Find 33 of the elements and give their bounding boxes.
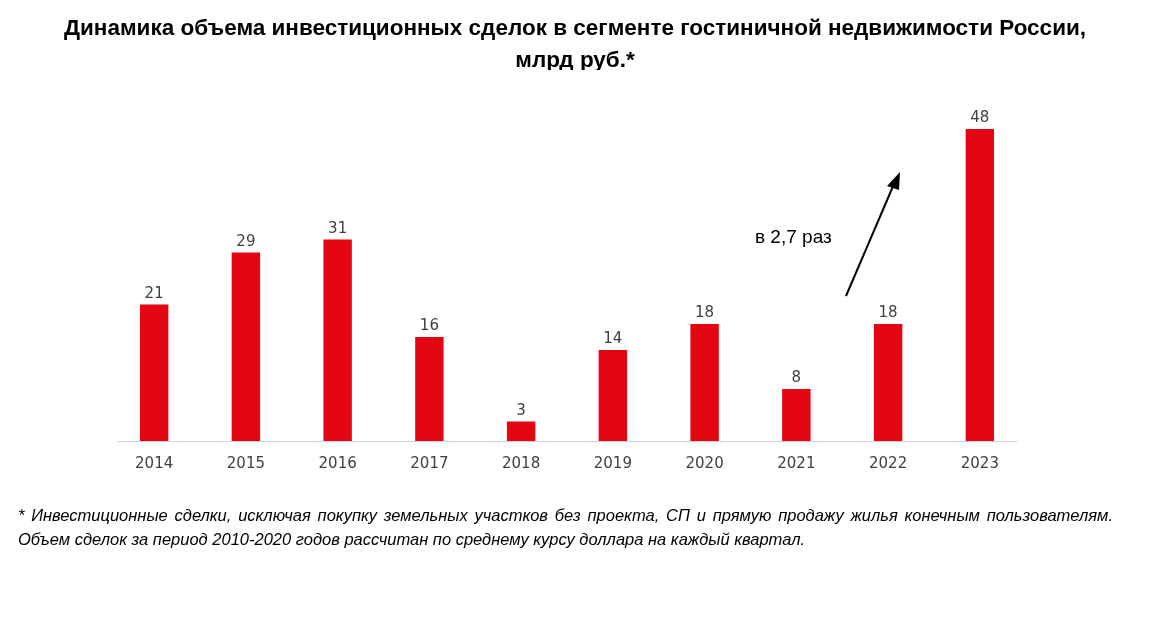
data-label: 48 (970, 108, 990, 126)
data-label: 31 (328, 218, 348, 237)
data-label: 21 (144, 283, 164, 302)
data-label: 14 (603, 329, 623, 347)
bar (965, 129, 995, 441)
data-label: 29 (236, 231, 256, 250)
bar (231, 252, 261, 441)
data-label: 18 (695, 303, 715, 321)
x-tick-label: 2014 (135, 453, 174, 472)
data-label: 8 (791, 368, 802, 386)
text: * Инвестиционные сделки, исключая покупку земельных участков без проекта, СП и прямую продажу жилья конечным пользователям. Объем сделок за период 2010-2020 годов рассчитан по среднему курсу доллара на каждый квартал. (18, 505, 1113, 550)
x-tick-label: 2023 (960, 453, 999, 472)
bar (323, 239, 352, 441)
bar (506, 421, 536, 441)
bar (690, 324, 719, 441)
x-tick-label: 2016 (318, 453, 357, 472)
data-label: 16 (419, 316, 439, 334)
x-tick-label: 2019 (593, 453, 632, 472)
x-tick-label: 2015 (226, 453, 265, 472)
data-label: 3 (516, 400, 526, 419)
bar (415, 337, 444, 441)
bar (139, 304, 169, 441)
data-label: 18 (878, 303, 898, 321)
x-tick-label: 2020 (685, 453, 724, 472)
chart-title: Динамика объема инвестиционных сделок в сегменте гостиничной недвижимости России, млрд руб.* (62, 14, 1088, 74)
annotation: в 2,7 раз (755, 226, 832, 248)
x-tick-label: 2018 (502, 453, 541, 472)
x-tick-label: 2021 (777, 453, 816, 472)
bar (873, 324, 903, 441)
bar (782, 389, 811, 441)
bar (598, 350, 628, 441)
x-tick-label: 2017 (410, 453, 449, 472)
x-tick-label: 2022 (869, 453, 908, 472)
